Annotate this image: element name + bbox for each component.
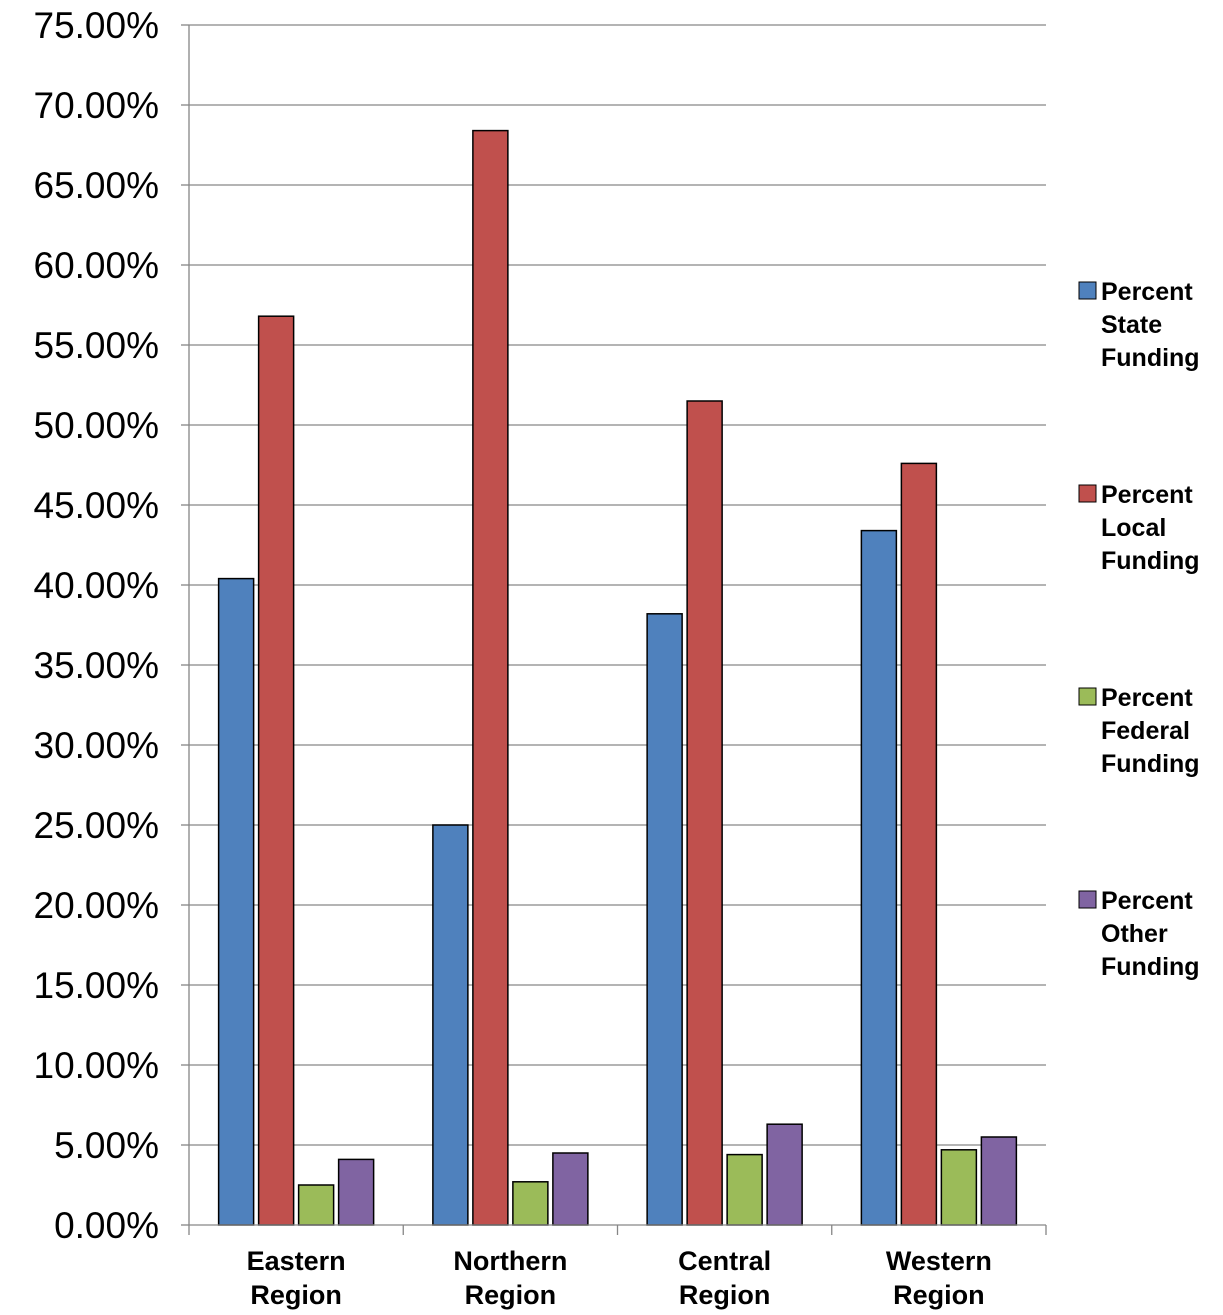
legend-swatch xyxy=(1078,484,1097,503)
y-tick-label: 10.00% xyxy=(34,1045,160,1086)
y-tick-label: 65.00% xyxy=(34,165,160,206)
y-tick-label: 50.00% xyxy=(34,405,160,446)
legend-label: Percent Other Funding xyxy=(1101,887,1200,981)
bar xyxy=(726,1153,763,1226)
bar xyxy=(940,1149,978,1226)
y-axis: 0.00% 5.00% 10.00% 15.00% 20.00% 25.00% 30.00%… xyxy=(34,5,190,1246)
bar xyxy=(217,577,255,1226)
bar xyxy=(980,1136,1018,1226)
y-tick-label: 40.00% xyxy=(34,565,160,606)
y-tick-label: 30.00% xyxy=(34,725,160,766)
y-tick-label: 20.00% xyxy=(34,885,160,926)
y-tick-label: 35.00% xyxy=(34,645,160,686)
y-tick-label: 25.00% xyxy=(34,805,160,846)
y-tick-label: 5.00% xyxy=(54,1125,159,1166)
bar xyxy=(552,1152,589,1226)
bar xyxy=(432,824,469,1226)
legend-swatch xyxy=(1078,687,1097,706)
bar xyxy=(646,613,683,1226)
bar xyxy=(297,1184,335,1226)
x-tick-label: Central Region xyxy=(678,1246,771,1310)
x-tick-label: Northern Region xyxy=(453,1246,567,1310)
bar xyxy=(337,1158,375,1226)
bars xyxy=(217,129,1018,1226)
legend-swatch xyxy=(1078,890,1097,909)
x-tick-label: Eastern Region xyxy=(247,1246,346,1310)
x-axis: Eastern Region Northern Region Central Region… xyxy=(188,1224,1047,1310)
legend-swatch xyxy=(1078,281,1097,300)
y-tick-label: 0.00% xyxy=(54,1205,159,1246)
y-tick-label: 45.00% xyxy=(34,485,160,526)
bar xyxy=(860,529,898,1226)
bar xyxy=(257,315,295,1226)
y-tick-label: 60.00% xyxy=(34,245,160,286)
legend-label: Percent State Funding xyxy=(1101,278,1200,372)
bar xyxy=(766,1123,803,1226)
x-tick-label: Western Region xyxy=(886,1246,992,1310)
legend-label: Percent Local Funding xyxy=(1101,481,1200,575)
legend: Percent State Funding Percent Local Funding Pe… xyxy=(1078,278,1200,981)
legend-label: Percent Federal Funding xyxy=(1101,684,1200,778)
y-tick-label: 70.00% xyxy=(34,85,160,126)
bar xyxy=(686,400,723,1226)
bar xyxy=(512,1181,549,1226)
y-tick-label: 55.00% xyxy=(34,325,160,366)
y-tick-label: 75.00% xyxy=(34,5,160,46)
bar xyxy=(900,462,938,1226)
bar xyxy=(472,129,509,1226)
y-tick-label: 15.00% xyxy=(34,965,160,1006)
gridlines xyxy=(189,24,1046,1146)
